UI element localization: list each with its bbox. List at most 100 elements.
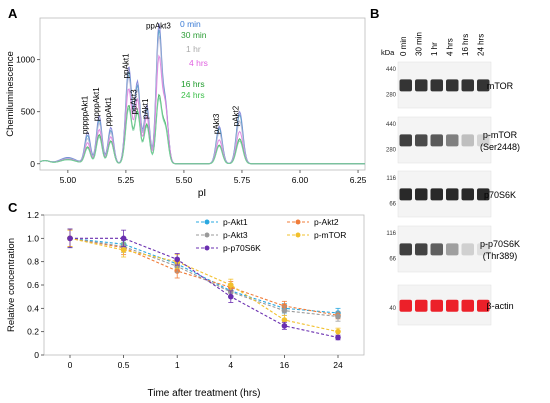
blot-band (446, 299, 459, 312)
peak-label: ppAkt3 (129, 89, 138, 114)
blot-label: (Thr389) (483, 251, 518, 261)
series-line (69, 237, 339, 318)
blot-band (446, 188, 459, 201)
y-tick-label-c: 0.4 (27, 303, 39, 313)
lane-label: 30 min (415, 32, 424, 56)
legend-label-a: 0 min (180, 19, 201, 29)
blot-label: p-mTOR (483, 130, 518, 140)
peak-label: pppAkt1 (104, 96, 113, 126)
data-point (174, 256, 180, 263)
blot-background (397, 61, 492, 109)
blot-row: 116 66 p70S6K (386, 170, 516, 218)
legend-label-c: p-Akt3 (223, 230, 248, 240)
blot-row: 40 β-actin (389, 284, 514, 326)
blot-band (399, 243, 412, 256)
blot-band (461, 299, 474, 312)
data-point (335, 313, 341, 320)
blot-band (399, 188, 412, 201)
data-point (120, 235, 127, 242)
blot-band (446, 134, 459, 147)
peak-label: ppAkt3 (146, 21, 171, 30)
data-point (281, 307, 288, 314)
mw-marker: 280 (386, 147, 397, 153)
plot-area-a (39, 17, 366, 171)
peak-label: pAkt3 (212, 113, 221, 134)
legend-label-a: 30 min (181, 30, 207, 40)
x-tick-label-c: 0 (68, 360, 73, 370)
legend-swatch-marker (204, 219, 210, 225)
blot-band (415, 188, 428, 201)
blot-background (397, 225, 492, 273)
legend-swatch-marker (204, 245, 210, 251)
data-point (120, 247, 127, 253)
blot-band (477, 188, 490, 201)
blot-row: 440 280 mTOR (386, 61, 514, 109)
panel-b-label: B (370, 6, 379, 21)
blot-band (430, 188, 443, 201)
y-tick-label-c: 0.6 (27, 280, 39, 290)
data-point (335, 328, 341, 335)
x-tick-label-a: 5.50 (176, 175, 193, 185)
data-point (228, 293, 234, 300)
legend-swatch-marker (295, 232, 301, 238)
blot-band (415, 299, 428, 312)
mw-marker: 66 (389, 256, 396, 262)
mw-marker: 440 (386, 122, 397, 128)
data-point (281, 323, 288, 329)
y-tick-label-c: 1.2 (27, 210, 39, 220)
panel-c-label: C (8, 200, 18, 215)
legend-label-a: 1 hr (186, 44, 201, 54)
data-point (228, 282, 234, 288)
series-group (67, 229, 341, 336)
legend-item-c: p-p70S6K (196, 243, 261, 253)
series-line (69, 237, 339, 333)
data-point (67, 235, 73, 242)
blot-band (477, 79, 490, 92)
blot-band (430, 243, 443, 256)
blot-band (399, 134, 412, 147)
blot-label: p70S6K (484, 190, 516, 200)
series-line (70, 237, 339, 339)
blot-background (397, 284, 492, 326)
series-group (67, 228, 341, 319)
blot-label: β-actin (486, 301, 513, 311)
peak-label: ppppAkt1 (92, 87, 101, 121)
blot-band (477, 299, 490, 312)
blot-band (430, 299, 443, 312)
legend-item-c: p-Akt2 (287, 217, 339, 227)
y-tick-label-c: 0.8 (27, 257, 39, 267)
legend-label-a: 24 hrs (181, 90, 205, 100)
blot-band (461, 134, 474, 147)
series-group (67, 228, 341, 322)
blot-band (477, 134, 490, 147)
legend-label-a: 16 hrs (181, 79, 205, 89)
mw-marker: 40 (389, 306, 396, 312)
blot-label: p-p70S6K (480, 239, 520, 249)
x-tick-label-a: 6.25 (350, 175, 367, 185)
lane-label: 0 min (399, 36, 408, 56)
mw-marker: 116 (386, 176, 396, 182)
data-point (281, 317, 288, 323)
electropherogram-chart: 5.00 5.25 5.50 5.75 6.00 6.25 0 500 1000 pppppAk… (5, 17, 367, 199)
legend-item-c: p-Akt1 (196, 217, 248, 227)
legend-label-a: 4 hrs (189, 58, 208, 68)
mw-marker: 280 (386, 92, 397, 98)
blot-band (430, 79, 443, 92)
y-tick-label-a: 500 (21, 107, 35, 117)
mw-marker: 116 (386, 231, 396, 237)
blot-band (399, 79, 412, 92)
blot-background (397, 116, 492, 164)
blot-label: (Ser2448) (480, 142, 520, 152)
blot-band (461, 79, 474, 92)
western-blot-panel: kDa 0 min 30 min 1 hr 4 hrs 16 hrs 24 hrs 440… (381, 32, 520, 326)
y-tick-label-c: 0.2 (27, 327, 39, 337)
x-axis-label-c: Time after treatment (hrs) (148, 388, 261, 399)
blot-background (397, 170, 492, 218)
blot-band (446, 79, 459, 92)
x-tick-label-c: 24 (333, 360, 343, 370)
x-tick-label-c: 16 (280, 360, 290, 370)
legend-item-c: p-Akt3 (196, 230, 248, 240)
legend-item-c: p-mTOR (287, 230, 346, 240)
legend-label-c: p-Akt2 (314, 217, 339, 227)
